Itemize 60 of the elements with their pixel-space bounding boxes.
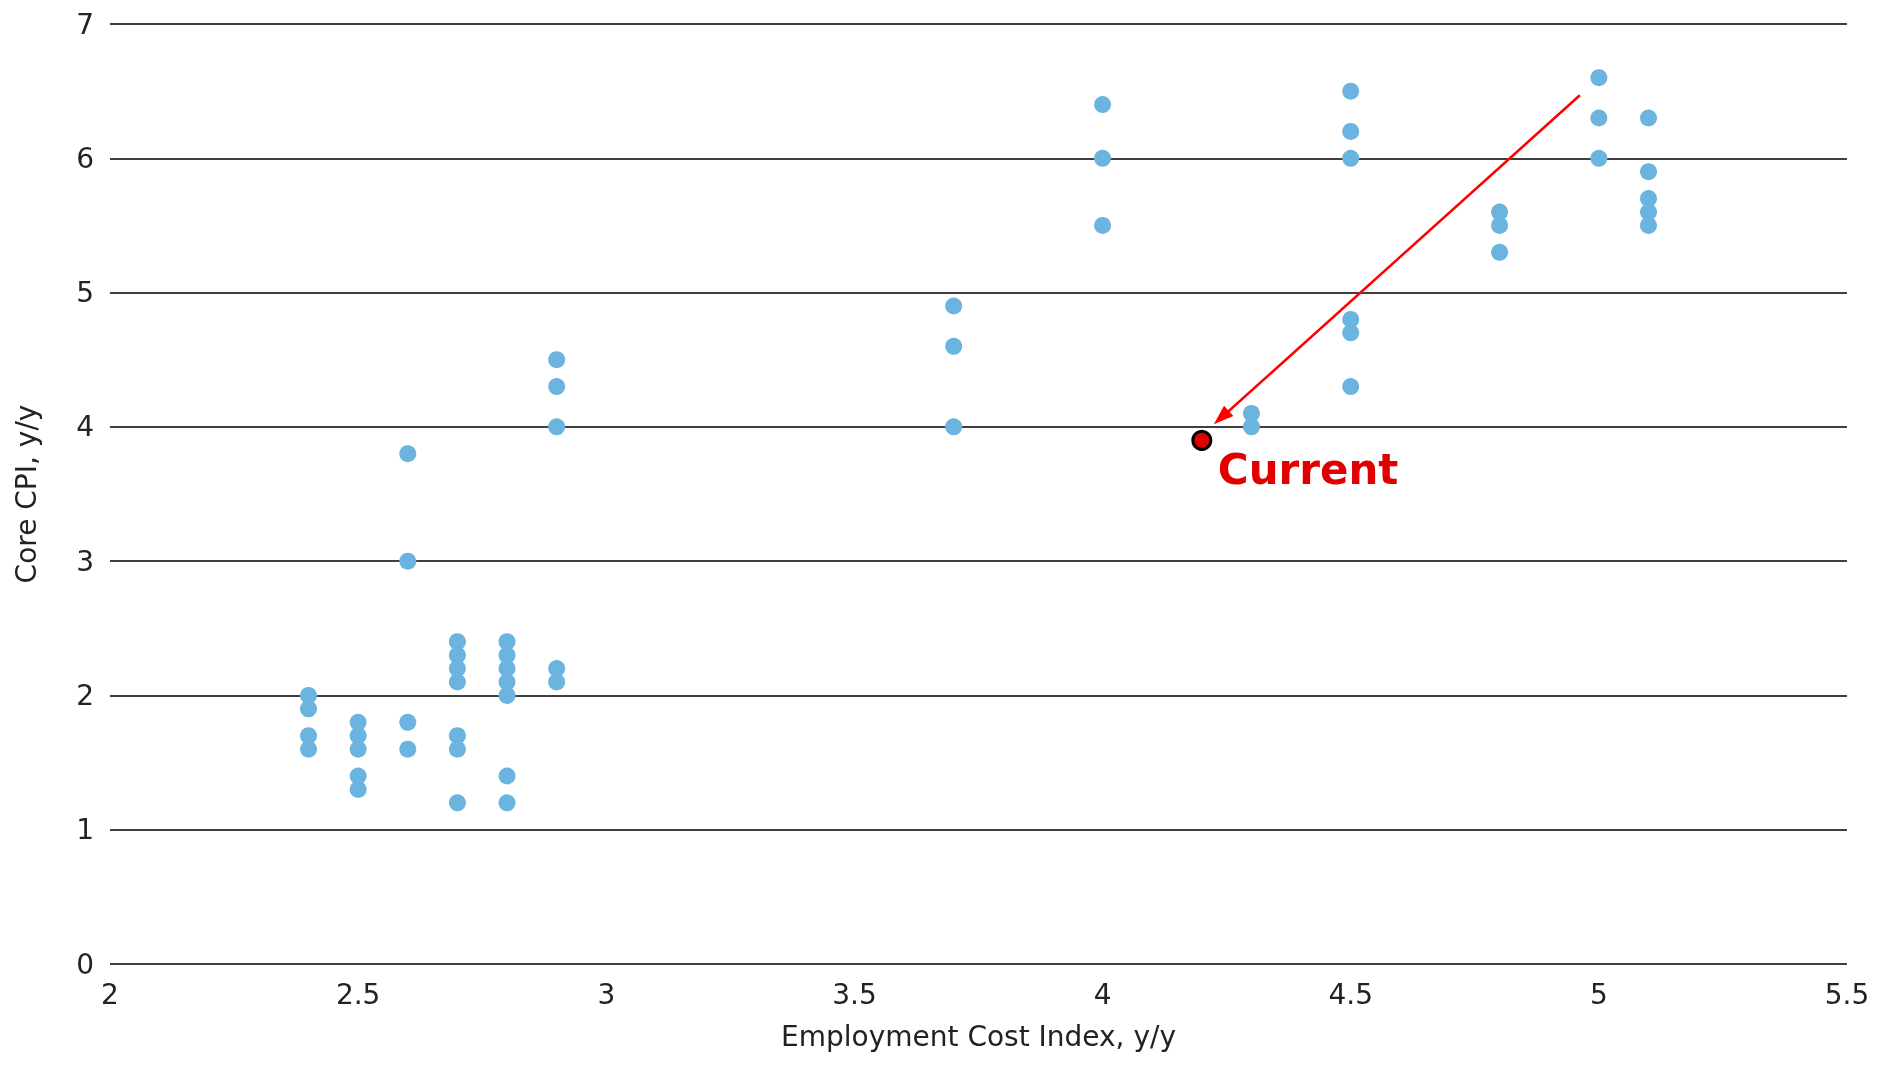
y-tick-label: 6 bbox=[76, 141, 94, 175]
point bbox=[548, 418, 566, 436]
x-tick-label: 3.5 bbox=[832, 977, 877, 1011]
point bbox=[1191, 429, 1213, 451]
point bbox=[945, 297, 963, 315]
point bbox=[498, 794, 516, 812]
point bbox=[1640, 216, 1657, 234]
point bbox=[1094, 96, 1112, 114]
point bbox=[399, 740, 417, 758]
x-tick-label: 2 bbox=[101, 977, 119, 1011]
point bbox=[1590, 149, 1608, 167]
x-tick-label: 5 bbox=[1589, 977, 1608, 1011]
y-tick-label: 4 bbox=[76, 410, 94, 444]
x-axis-title: Employment Cost Index, y/y bbox=[781, 1019, 1176, 1053]
y-tick-label: 5 bbox=[76, 276, 94, 310]
y-tick-label: 3 bbox=[76, 544, 94, 578]
point bbox=[1640, 109, 1657, 127]
x-tick-label: 5.5 bbox=[1824, 977, 1870, 1011]
point bbox=[498, 767, 516, 785]
point bbox=[448, 740, 466, 758]
annotation: Current bbox=[1217, 444, 1399, 494]
point bbox=[448, 633, 466, 651]
point bbox=[498, 686, 516, 704]
point bbox=[1094, 149, 1112, 167]
point bbox=[300, 700, 318, 718]
y-tick-label: 2 bbox=[76, 678, 94, 712]
point bbox=[1590, 69, 1608, 87]
point bbox=[945, 337, 963, 355]
point bbox=[399, 552, 417, 570]
point bbox=[945, 418, 963, 436]
point bbox=[448, 673, 466, 691]
x-tick-label: 4 bbox=[1093, 977, 1112, 1011]
point bbox=[548, 351, 566, 369]
y-tick-label: 1 bbox=[76, 813, 94, 847]
point bbox=[349, 740, 367, 758]
point bbox=[1242, 418, 1260, 436]
point bbox=[300, 740, 318, 758]
point bbox=[1491, 243, 1509, 261]
point bbox=[399, 713, 417, 731]
x-tick-label: 3 bbox=[597, 977, 616, 1011]
point bbox=[448, 727, 466, 745]
point bbox=[1640, 163, 1657, 181]
point bbox=[448, 794, 466, 812]
y-tick-label: 7 bbox=[76, 7, 94, 41]
point bbox=[548, 673, 566, 691]
point bbox=[548, 378, 566, 396]
point bbox=[1094, 216, 1112, 234]
point bbox=[1491, 216, 1509, 234]
point bbox=[1342, 149, 1360, 167]
point bbox=[1342, 324, 1360, 342]
point bbox=[349, 780, 367, 798]
point bbox=[1342, 378, 1360, 396]
point bbox=[399, 445, 417, 463]
point bbox=[1342, 122, 1360, 140]
y-tick-label: 0 bbox=[76, 947, 94, 981]
y-axis-title: Core CPI, y/y bbox=[9, 404, 43, 584]
point bbox=[1590, 109, 1608, 127]
point bbox=[1342, 82, 1360, 100]
x-tick-label: 2.5 bbox=[335, 977, 381, 1011]
x-tick-label: 4.5 bbox=[1328, 977, 1373, 1011]
